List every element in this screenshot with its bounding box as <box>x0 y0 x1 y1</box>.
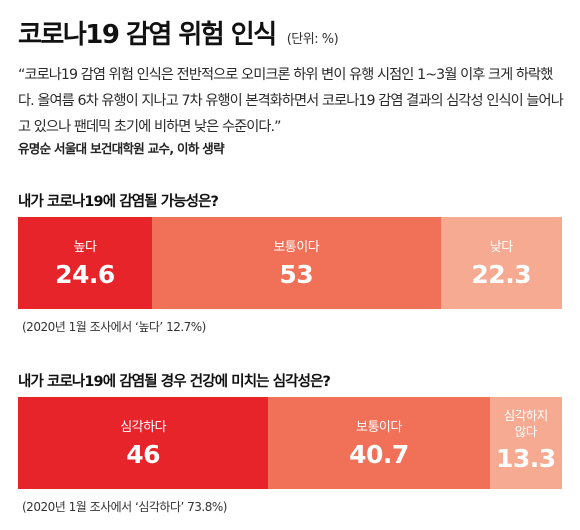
chart-1-segment-3: 낮다 22.3 <box>440 217 562 309</box>
chart-2-segment-1: 심각하다 46 <box>18 397 269 489</box>
chart-2-category-label-3: 심각하지 않다 <box>503 408 549 439</box>
chart-1-value-label-1: 24.6 <box>55 260 115 289</box>
chart-2-value-label-3: 13.3 <box>495 444 556 473</box>
chart-1-note: (2020년 1월 조사에서 ‘높다’ 12.7%) <box>22 320 206 334</box>
chart-1-category-label-1: 높다 <box>73 240 97 255</box>
chart-1-value-label-2: 53 <box>279 260 314 289</box>
chart-2-stacked-bar: 심각하다 46 보통이다 40.7 심각하지 않다 13.3 <box>18 397 562 489</box>
unit-label: (단위: %) <box>286 32 339 47</box>
chart-2-value-label-2: 40.7 <box>349 440 409 469</box>
chart-2-note: (2020년 1월 조사에서 ‘심각하다’ 73.8%) <box>22 500 227 514</box>
chart-1-segment-1: 높다 24.6 <box>18 217 152 309</box>
chart-1-segment-2: 보통이다 53 <box>151 217 441 309</box>
page-title: 코로나19 감염 위험 인식 <box>18 20 277 50</box>
chart-2-category-label-1: 심각하다 <box>120 420 167 435</box>
chart-1-category-label-3: 낮다 <box>489 240 513 255</box>
chart-1-category-label-2: 보통이다 <box>273 240 320 255</box>
chart-2-segment-3: 심각하지 않다 13.3 <box>489 397 562 489</box>
chart-2-segment-2: 보통이다 40.7 <box>268 397 490 489</box>
title-row: 코로나19 감염 위험 인식 (단위: %) <box>18 14 339 51</box>
chart-2-title: 내가 코로나19에 감염될 경우 건강에 미치는 심각성은? <box>18 374 331 390</box>
chart-2-value-label-1: 46 <box>126 440 161 469</box>
quote-source: 유명순 서울대 보건대학원 교수, 이하 생략 <box>18 141 225 156</box>
chart-1-value-label-3: 22.3 <box>471 260 532 289</box>
chart-1-stacked-bar: 높다 24.6 보통이다 53 낮다 22.3 <box>18 217 562 309</box>
chart-1-title: 내가 코로나19에 감염될 가능성은? <box>18 194 219 210</box>
quote-text: “코로나19 감염 위험 인식은 전반적으로 오미크론 하위 변이 유행 시점인… <box>18 67 564 135</box>
chart-2-category-label-2: 보통이다 <box>356 420 402 435</box>
